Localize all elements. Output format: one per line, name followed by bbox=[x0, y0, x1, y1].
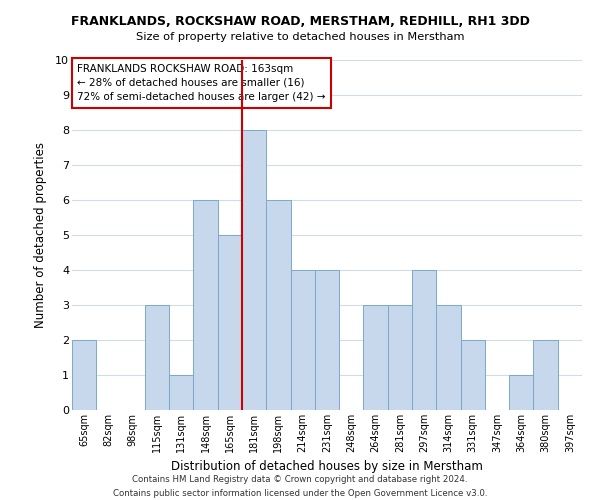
Text: FRANKLANDS ROCKSHAW ROAD: 163sqm
← 28% of detached houses are smaller (16)
72% o: FRANKLANDS ROCKSHAW ROAD: 163sqm ← 28% o… bbox=[77, 64, 326, 102]
Bar bbox=[193, 200, 218, 410]
Text: Contains HM Land Registry data © Crown copyright and database right 2024.
Contai: Contains HM Land Registry data © Crown c… bbox=[113, 476, 487, 498]
Bar bbox=[169, 375, 193, 410]
Bar bbox=[461, 340, 485, 410]
Bar bbox=[290, 270, 315, 410]
Bar bbox=[436, 305, 461, 410]
Bar bbox=[388, 305, 412, 410]
Y-axis label: Number of detached properties: Number of detached properties bbox=[34, 142, 47, 328]
X-axis label: Distribution of detached houses by size in Merstham: Distribution of detached houses by size … bbox=[171, 460, 483, 473]
Bar bbox=[315, 270, 339, 410]
Text: Size of property relative to detached houses in Merstham: Size of property relative to detached ho… bbox=[136, 32, 464, 42]
Bar bbox=[509, 375, 533, 410]
Bar bbox=[72, 340, 96, 410]
Bar bbox=[218, 235, 242, 410]
Text: FRANKLANDS, ROCKSHAW ROAD, MERSTHAM, REDHILL, RH1 3DD: FRANKLANDS, ROCKSHAW ROAD, MERSTHAM, RED… bbox=[71, 15, 529, 28]
Bar bbox=[364, 305, 388, 410]
Bar bbox=[145, 305, 169, 410]
Bar bbox=[242, 130, 266, 410]
Bar bbox=[533, 340, 558, 410]
Bar bbox=[412, 270, 436, 410]
Bar bbox=[266, 200, 290, 410]
